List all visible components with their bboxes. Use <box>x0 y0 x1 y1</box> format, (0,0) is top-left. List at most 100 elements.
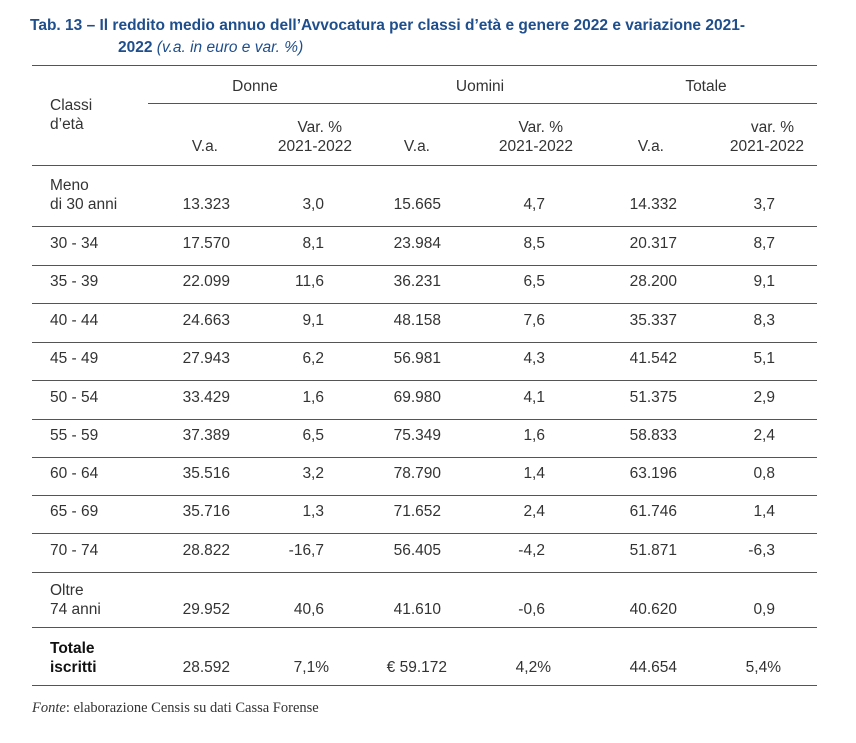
table-cell: 48.158 <box>393 312 441 329</box>
table-cell: 56.981 <box>393 350 441 367</box>
top-rule <box>32 65 817 66</box>
table-cell: 17.570 <box>182 235 230 252</box>
total-cell: 7,1% <box>293 659 329 676</box>
table-cell: 2,4 <box>523 503 545 520</box>
header-group: Uomini <box>455 78 505 95</box>
table-cell: 1,4 <box>753 503 775 520</box>
group-rule <box>148 103 817 104</box>
source-text: : elaborazione Censis su dati Cassa Fore… <box>65 700 319 716</box>
row-separator <box>32 457 817 458</box>
row-label: Meno <box>50 177 89 194</box>
table-cell: 2,9 <box>753 389 775 406</box>
title-year: 2022 <box>118 39 153 56</box>
header-col: var. % <box>750 119 794 136</box>
total-cell: 44.654 <box>629 659 677 676</box>
header-group: Totale <box>685 78 727 95</box>
table-cell: 36.231 <box>393 273 441 290</box>
table-cell: 35.337 <box>629 312 677 329</box>
table-cell: 35.516 <box>182 465 230 482</box>
table-cell: 4,1 <box>523 389 545 406</box>
header-col: Var. % <box>297 119 342 136</box>
row-separator <box>32 265 817 266</box>
row-separator <box>32 419 817 420</box>
row-label: 35 - 39 <box>50 273 99 290</box>
header-col: V.a. <box>637 138 664 155</box>
row-label: 65 - 69 <box>50 503 99 520</box>
table-cell: 75.349 <box>393 427 441 444</box>
table-cell: 56.405 <box>393 542 441 559</box>
table-cell: 8,5 <box>523 235 545 252</box>
table-cell: 15.665 <box>393 196 441 213</box>
table-cell: 14.332 <box>629 196 677 213</box>
table-cell: 51.871 <box>629 542 677 559</box>
table-cell: 58.833 <box>629 427 677 444</box>
row-label: Oltre <box>50 582 84 599</box>
table-cell: 27.943 <box>182 350 230 367</box>
table-cell: 24.663 <box>182 312 230 329</box>
table-cell: 20.317 <box>629 235 677 252</box>
table-cell: 0,9 <box>753 601 775 618</box>
table-cell: 11,6 <box>294 273 324 290</box>
table-cell: 9,1 <box>753 273 775 290</box>
table-cell: 7,6 <box>523 312 545 329</box>
table-cell: 2,4 <box>753 427 775 444</box>
table-cell: 5,1 <box>753 350 775 367</box>
total-label: Totale <box>50 640 95 657</box>
row-label: di 30 anni <box>50 196 118 213</box>
header-col: 2021-2022 <box>498 138 573 155</box>
table-cell: 78.790 <box>393 465 441 482</box>
table-cell: 6,5 <box>302 427 324 444</box>
table-cell: 6,5 <box>523 273 545 290</box>
table-cell: 51.375 <box>629 389 677 406</box>
title-units: (v.a. in euro e var. %) <box>156 39 304 56</box>
table-cell: 40.620 <box>629 601 677 618</box>
table-cell: 4,7 <box>523 196 545 213</box>
table-cell: 3,7 <box>753 196 775 213</box>
row-separator <box>32 533 817 534</box>
row-label: 30 - 34 <box>50 235 99 252</box>
table-cell: 3,0 <box>302 196 324 213</box>
table-cell: -0,6 <box>518 601 545 618</box>
total-cell: 5,4% <box>745 659 781 676</box>
table-cell: 9,1 <box>302 312 324 329</box>
table-cell: 3,2 <box>302 465 324 482</box>
table-cell: 35.716 <box>182 503 230 520</box>
table-cell: 41.542 <box>629 350 677 367</box>
total-label: iscritti <box>50 659 97 676</box>
total-cell: € 59.172 <box>386 659 447 676</box>
row-label: 74 anni <box>50 601 101 618</box>
table-cell: -4,2 <box>518 542 545 559</box>
row-separator <box>32 342 817 343</box>
row-separator <box>32 303 817 304</box>
table-cell: 63.196 <box>629 465 677 482</box>
table-cell: 8,3 <box>753 312 775 329</box>
row-separator <box>32 627 817 628</box>
table-cell: 28.200 <box>629 273 677 290</box>
row-label: 45 - 49 <box>50 350 99 367</box>
table-cell: -16,7 <box>288 542 324 559</box>
title-line-2: 2022 (v.a. in euro e var. %) <box>30 37 830 59</box>
source-note: Fonte: elaborazione Censis su dati Cassa… <box>32 700 319 717</box>
table-cell: 1,3 <box>302 503 324 520</box>
header-col: 2021-2022 <box>277 138 352 155</box>
row-separator <box>32 226 817 227</box>
header-bottom-rule <box>32 165 817 166</box>
title-line-1: Tab. 13 – Il reddito medio annuo dell’Av… <box>30 17 746 34</box>
table-cell: 1,6 <box>523 427 545 444</box>
table-cell: 69.980 <box>393 389 441 406</box>
table-cell: 0,8 <box>753 465 775 482</box>
header-row-label: Classi <box>50 97 93 114</box>
table-cell: 1,4 <box>523 465 545 482</box>
table-cell: 37.389 <box>182 427 230 444</box>
header-col: V.a. <box>191 138 218 155</box>
row-label: 40 - 44 <box>50 312 99 329</box>
total-cell: 4,2% <box>515 659 551 676</box>
table-cell: 22.099 <box>182 273 230 290</box>
table-cell: 6,2 <box>302 350 324 367</box>
header-col: V.a. <box>403 138 430 155</box>
table-cell: 41.610 <box>393 601 441 618</box>
table-cell: 28.822 <box>182 542 230 559</box>
table-cell: 23.984 <box>393 235 441 252</box>
header-group: Donne <box>232 78 278 95</box>
table-cell: 29.952 <box>182 601 230 618</box>
